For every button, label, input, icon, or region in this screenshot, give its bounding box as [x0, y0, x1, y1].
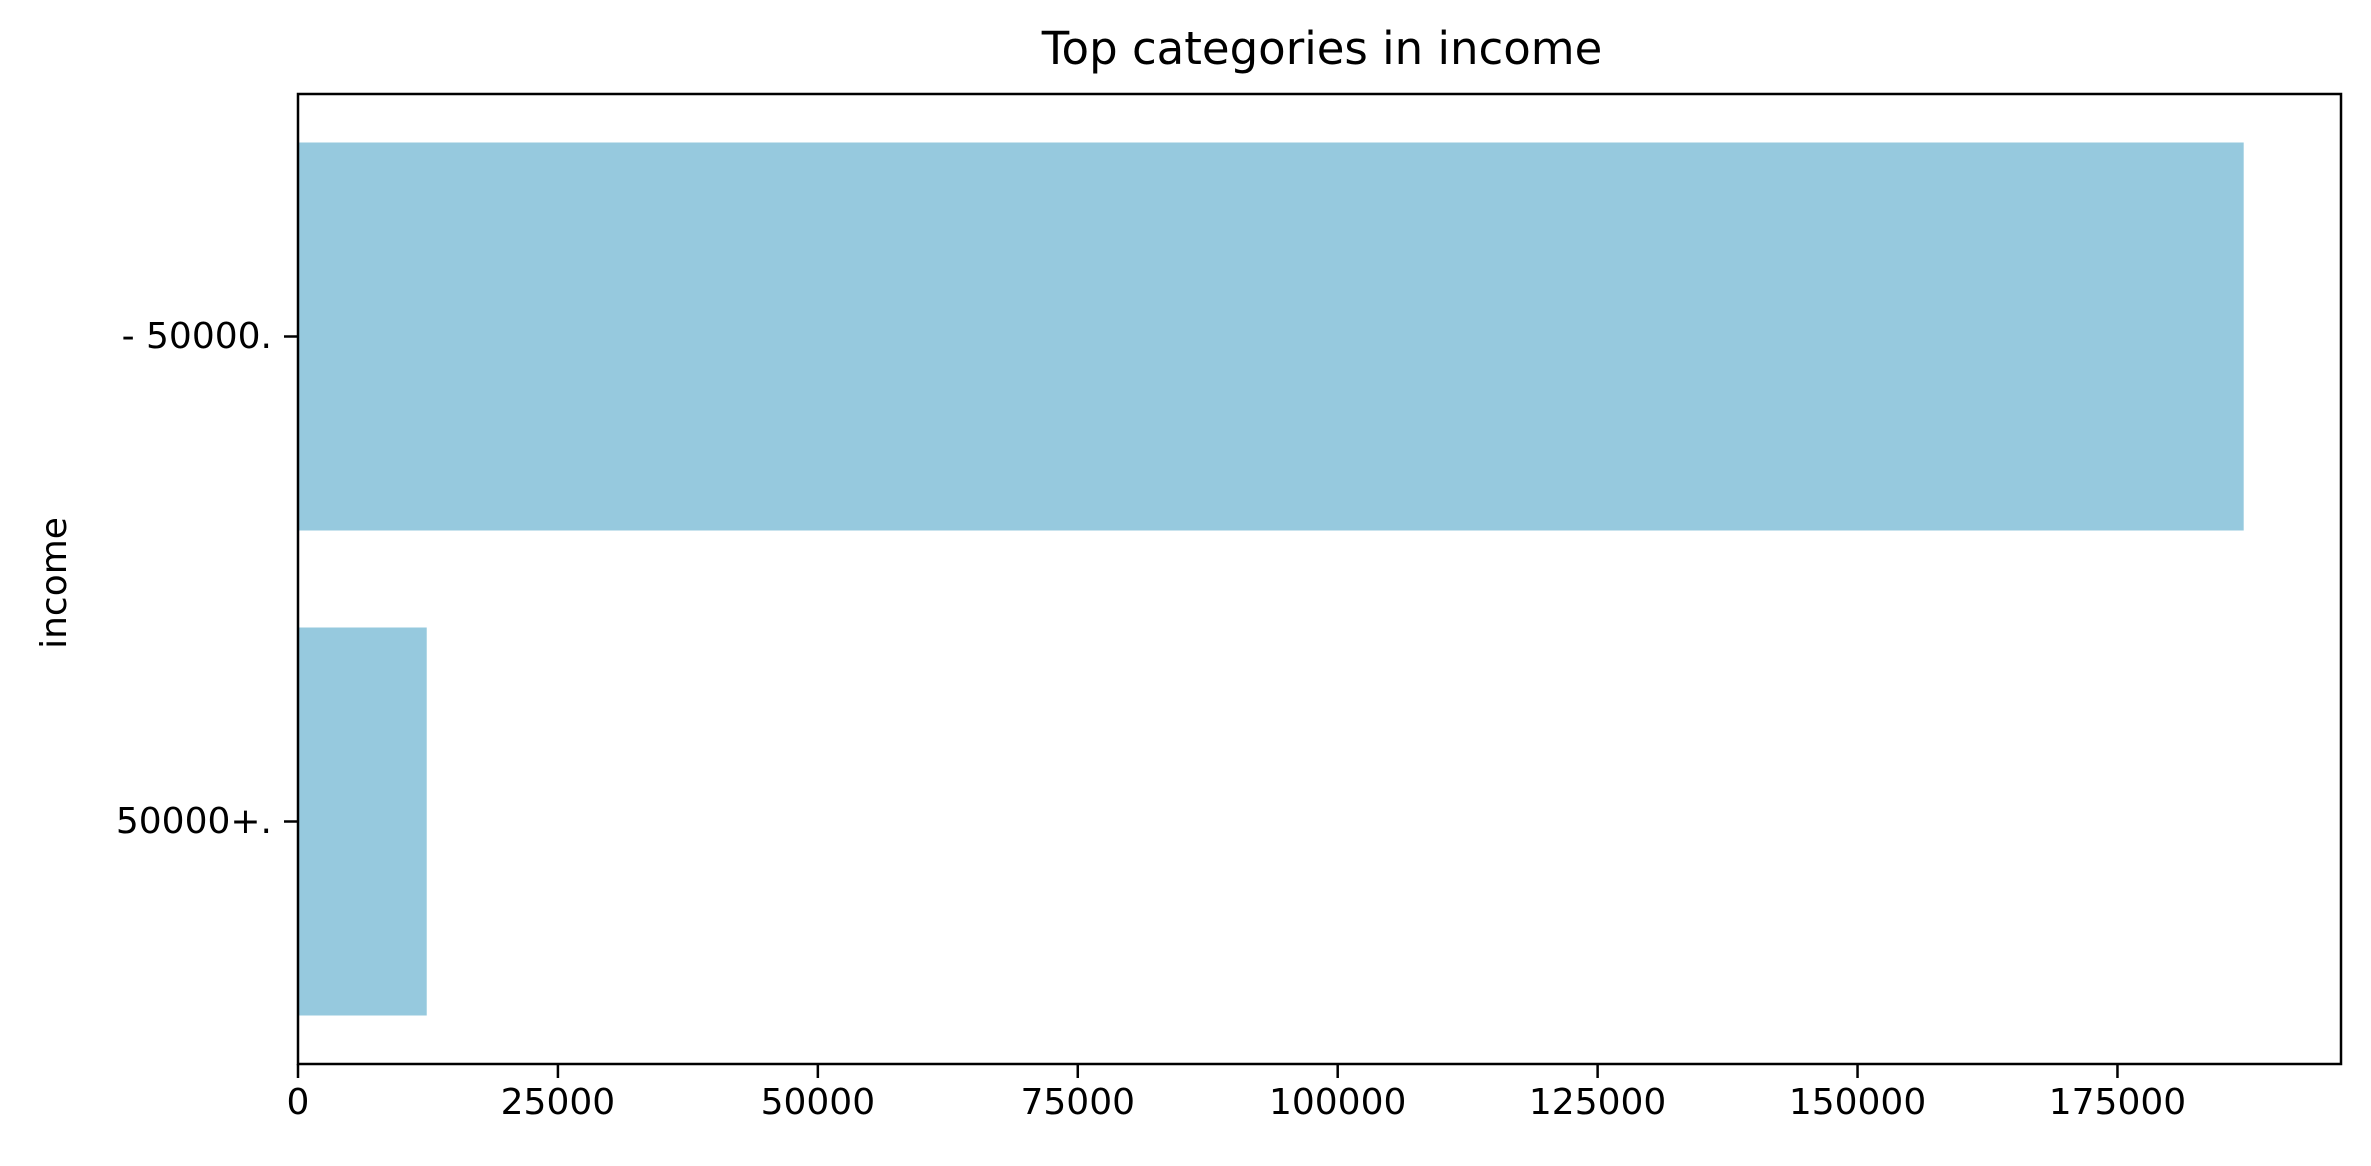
y-axis-ticks: - 50000. 50000+. — [116, 316, 298, 842]
x-tick-label: 0 — [287, 1082, 310, 1123]
x-tick-label: 100000 — [1269, 1082, 1406, 1123]
x-tick-label: 175000 — [2049, 1082, 2186, 1123]
x-tick-label: 125000 — [1529, 1082, 1666, 1123]
y-tick-label: - 50000. — [122, 316, 272, 357]
bar-group — [298, 142, 2244, 1016]
y-axis-label: income — [34, 517, 75, 649]
y-tick-label: 50000+. — [116, 801, 272, 842]
bar-50000 — [298, 627, 427, 1016]
bar-50000 — [298, 142, 2244, 531]
plot-area-frame — [296, 92, 2343, 1066]
x-tick-label: 25000 — [501, 1082, 616, 1123]
chart-title: Top categories in income — [1041, 22, 1603, 75]
x-tick-label: 150000 — [1789, 1082, 1926, 1123]
x-tick-label: 75000 — [1021, 1082, 1136, 1123]
x-tick-label: 50000 — [761, 1082, 876, 1123]
x-axis-ticks: 0 25000 50000 75000 100000 125000 150000 175000 — [287, 1064, 2186, 1123]
